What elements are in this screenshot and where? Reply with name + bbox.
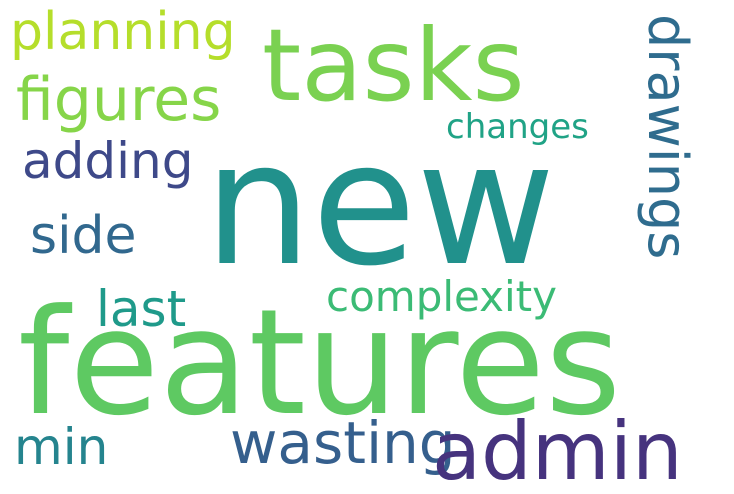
word-drawings: drawings: [636, 14, 699, 260]
word-changes: changes: [446, 107, 589, 147]
word-adding: adding: [22, 132, 194, 190]
word-planning: planning: [10, 2, 236, 62]
word-figures: figures: [16, 65, 222, 135]
word-last: last: [96, 280, 187, 338]
word-wasting: wasting: [230, 409, 456, 477]
word-complexity: complexity: [326, 272, 557, 321]
word-new: new: [204, 106, 556, 304]
word-min: min: [14, 418, 109, 476]
word-admin: admin: [432, 405, 683, 494]
word-side: side: [30, 206, 137, 266]
word-tasks: tasks: [262, 7, 525, 124]
word-features: features: [18, 278, 622, 448]
